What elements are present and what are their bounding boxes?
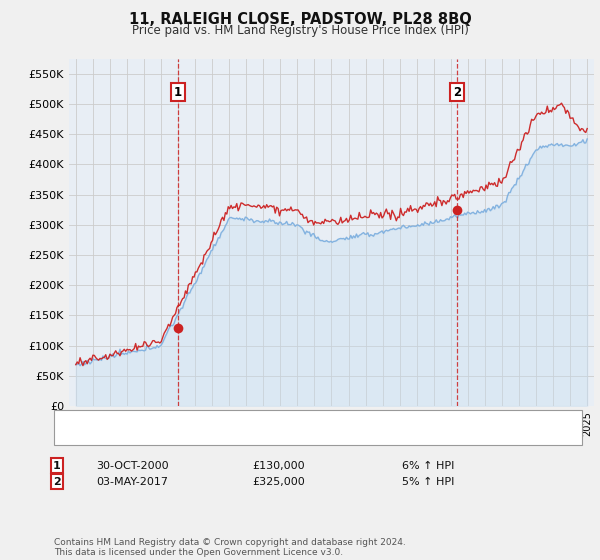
Text: Contains HM Land Registry data © Crown copyright and database right 2024.
This d: Contains HM Land Registry data © Crown c…	[54, 538, 406, 557]
Text: 2: 2	[453, 86, 461, 99]
Text: £325,000: £325,000	[252, 477, 305, 487]
Text: 11, RALEIGH CLOSE, PADSTOW, PL28 8BQ: 11, RALEIGH CLOSE, PADSTOW, PL28 8BQ	[128, 12, 472, 27]
Text: 11, RALEIGH CLOSE, PADSTOW, PL28 8BQ (detached house): 11, RALEIGH CLOSE, PADSTOW, PL28 8BQ (de…	[99, 415, 428, 425]
Text: 6% ↑ HPI: 6% ↑ HPI	[402, 461, 454, 471]
Text: 2: 2	[53, 477, 61, 487]
Text: Price paid vs. HM Land Registry's House Price Index (HPI): Price paid vs. HM Land Registry's House …	[131, 24, 469, 37]
Text: 1: 1	[53, 461, 61, 471]
Text: £130,000: £130,000	[252, 461, 305, 471]
Text: 5% ↑ HPI: 5% ↑ HPI	[402, 477, 454, 487]
Text: HPI: Average price, detached house, Cornwall: HPI: Average price, detached house, Corn…	[99, 431, 349, 441]
Text: 30-OCT-2000: 30-OCT-2000	[96, 461, 169, 471]
Text: 03-MAY-2017: 03-MAY-2017	[96, 477, 168, 487]
Text: 1: 1	[174, 86, 182, 99]
